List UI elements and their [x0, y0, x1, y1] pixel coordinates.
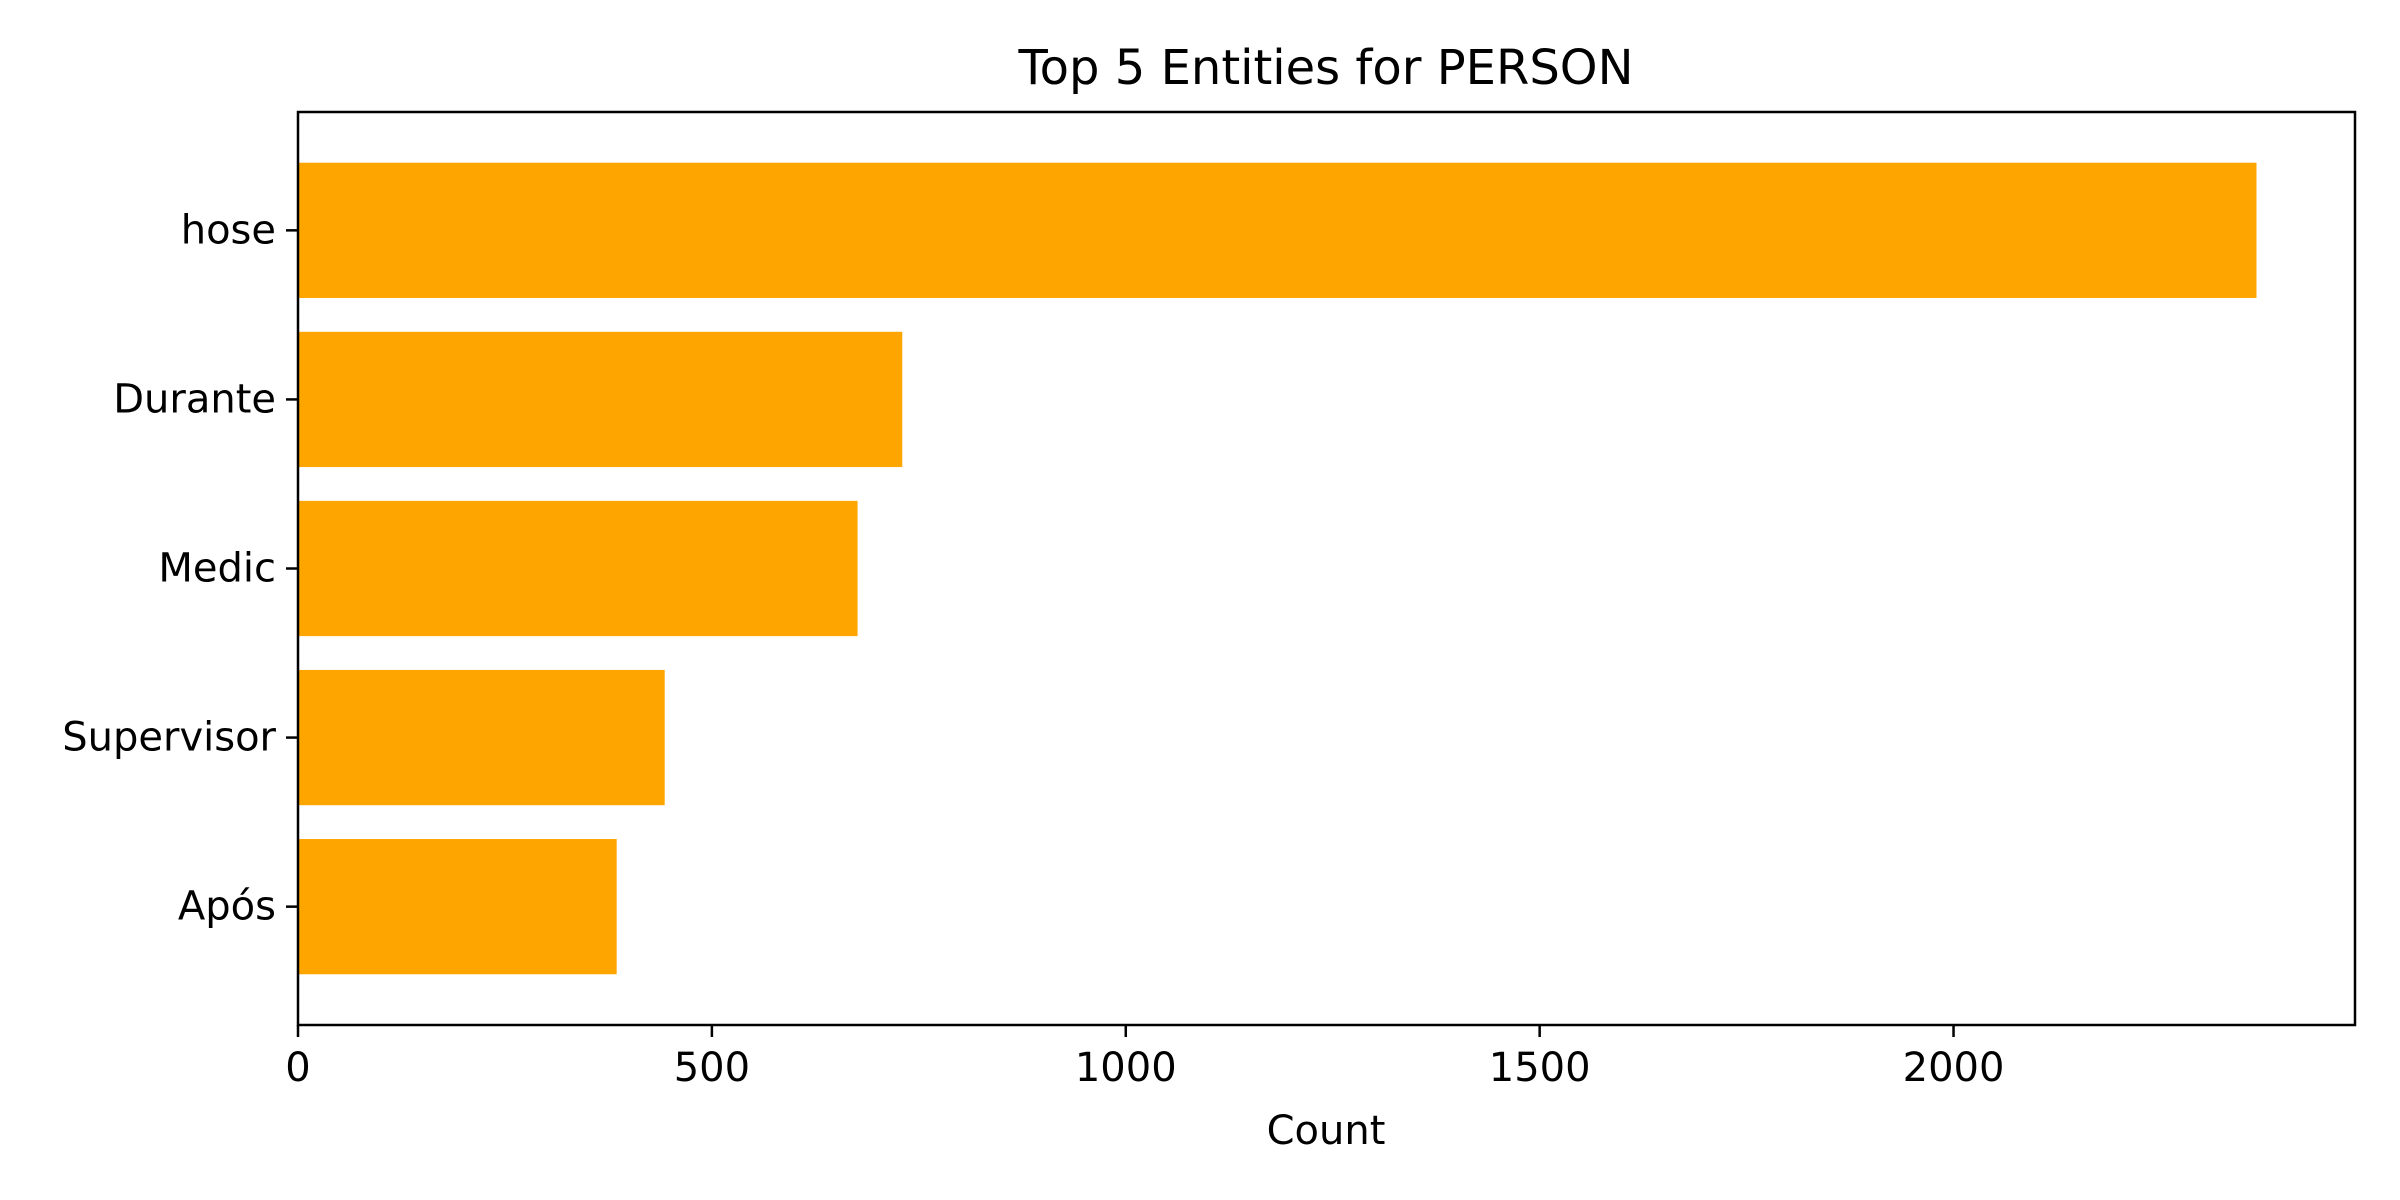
bar-2 — [298, 500, 858, 637]
x-axis-ticks: 0 500 1000 1500 2000 — [285, 1025, 2004, 1091]
bar-0 — [298, 162, 2257, 298]
bar-4 — [298, 839, 617, 975]
x-axis-label: Count — [1267, 1108, 1386, 1154]
y-tick-label-2: Medic — [158, 546, 276, 592]
x-tick-label-4: 2000 — [1903, 1045, 2005, 1091]
y-tick-label-4: Após — [178, 884, 276, 930]
x-tick-label-3: 1500 — [1489, 1045, 1591, 1091]
y-tick-label-1: Durante — [113, 376, 276, 422]
y-tick-label-0: hose — [181, 207, 276, 253]
x-tick-label-0: 0 — [285, 1045, 310, 1091]
bar-3 — [298, 669, 665, 806]
y-axis-ticks: hose Durante Medic Supervisor Após — [62, 207, 298, 930]
chart-title: Top 5 Entities for PERSON — [1018, 40, 1634, 96]
y-tick-label-3: Supervisor — [62, 715, 276, 761]
x-tick-label-1: 500 — [674, 1045, 750, 1091]
x-tick-label-2: 1000 — [1075, 1045, 1177, 1091]
bars-layer — [298, 162, 2257, 975]
bar-1 — [298, 331, 903, 468]
plot-frame — [296, 110, 2357, 1027]
